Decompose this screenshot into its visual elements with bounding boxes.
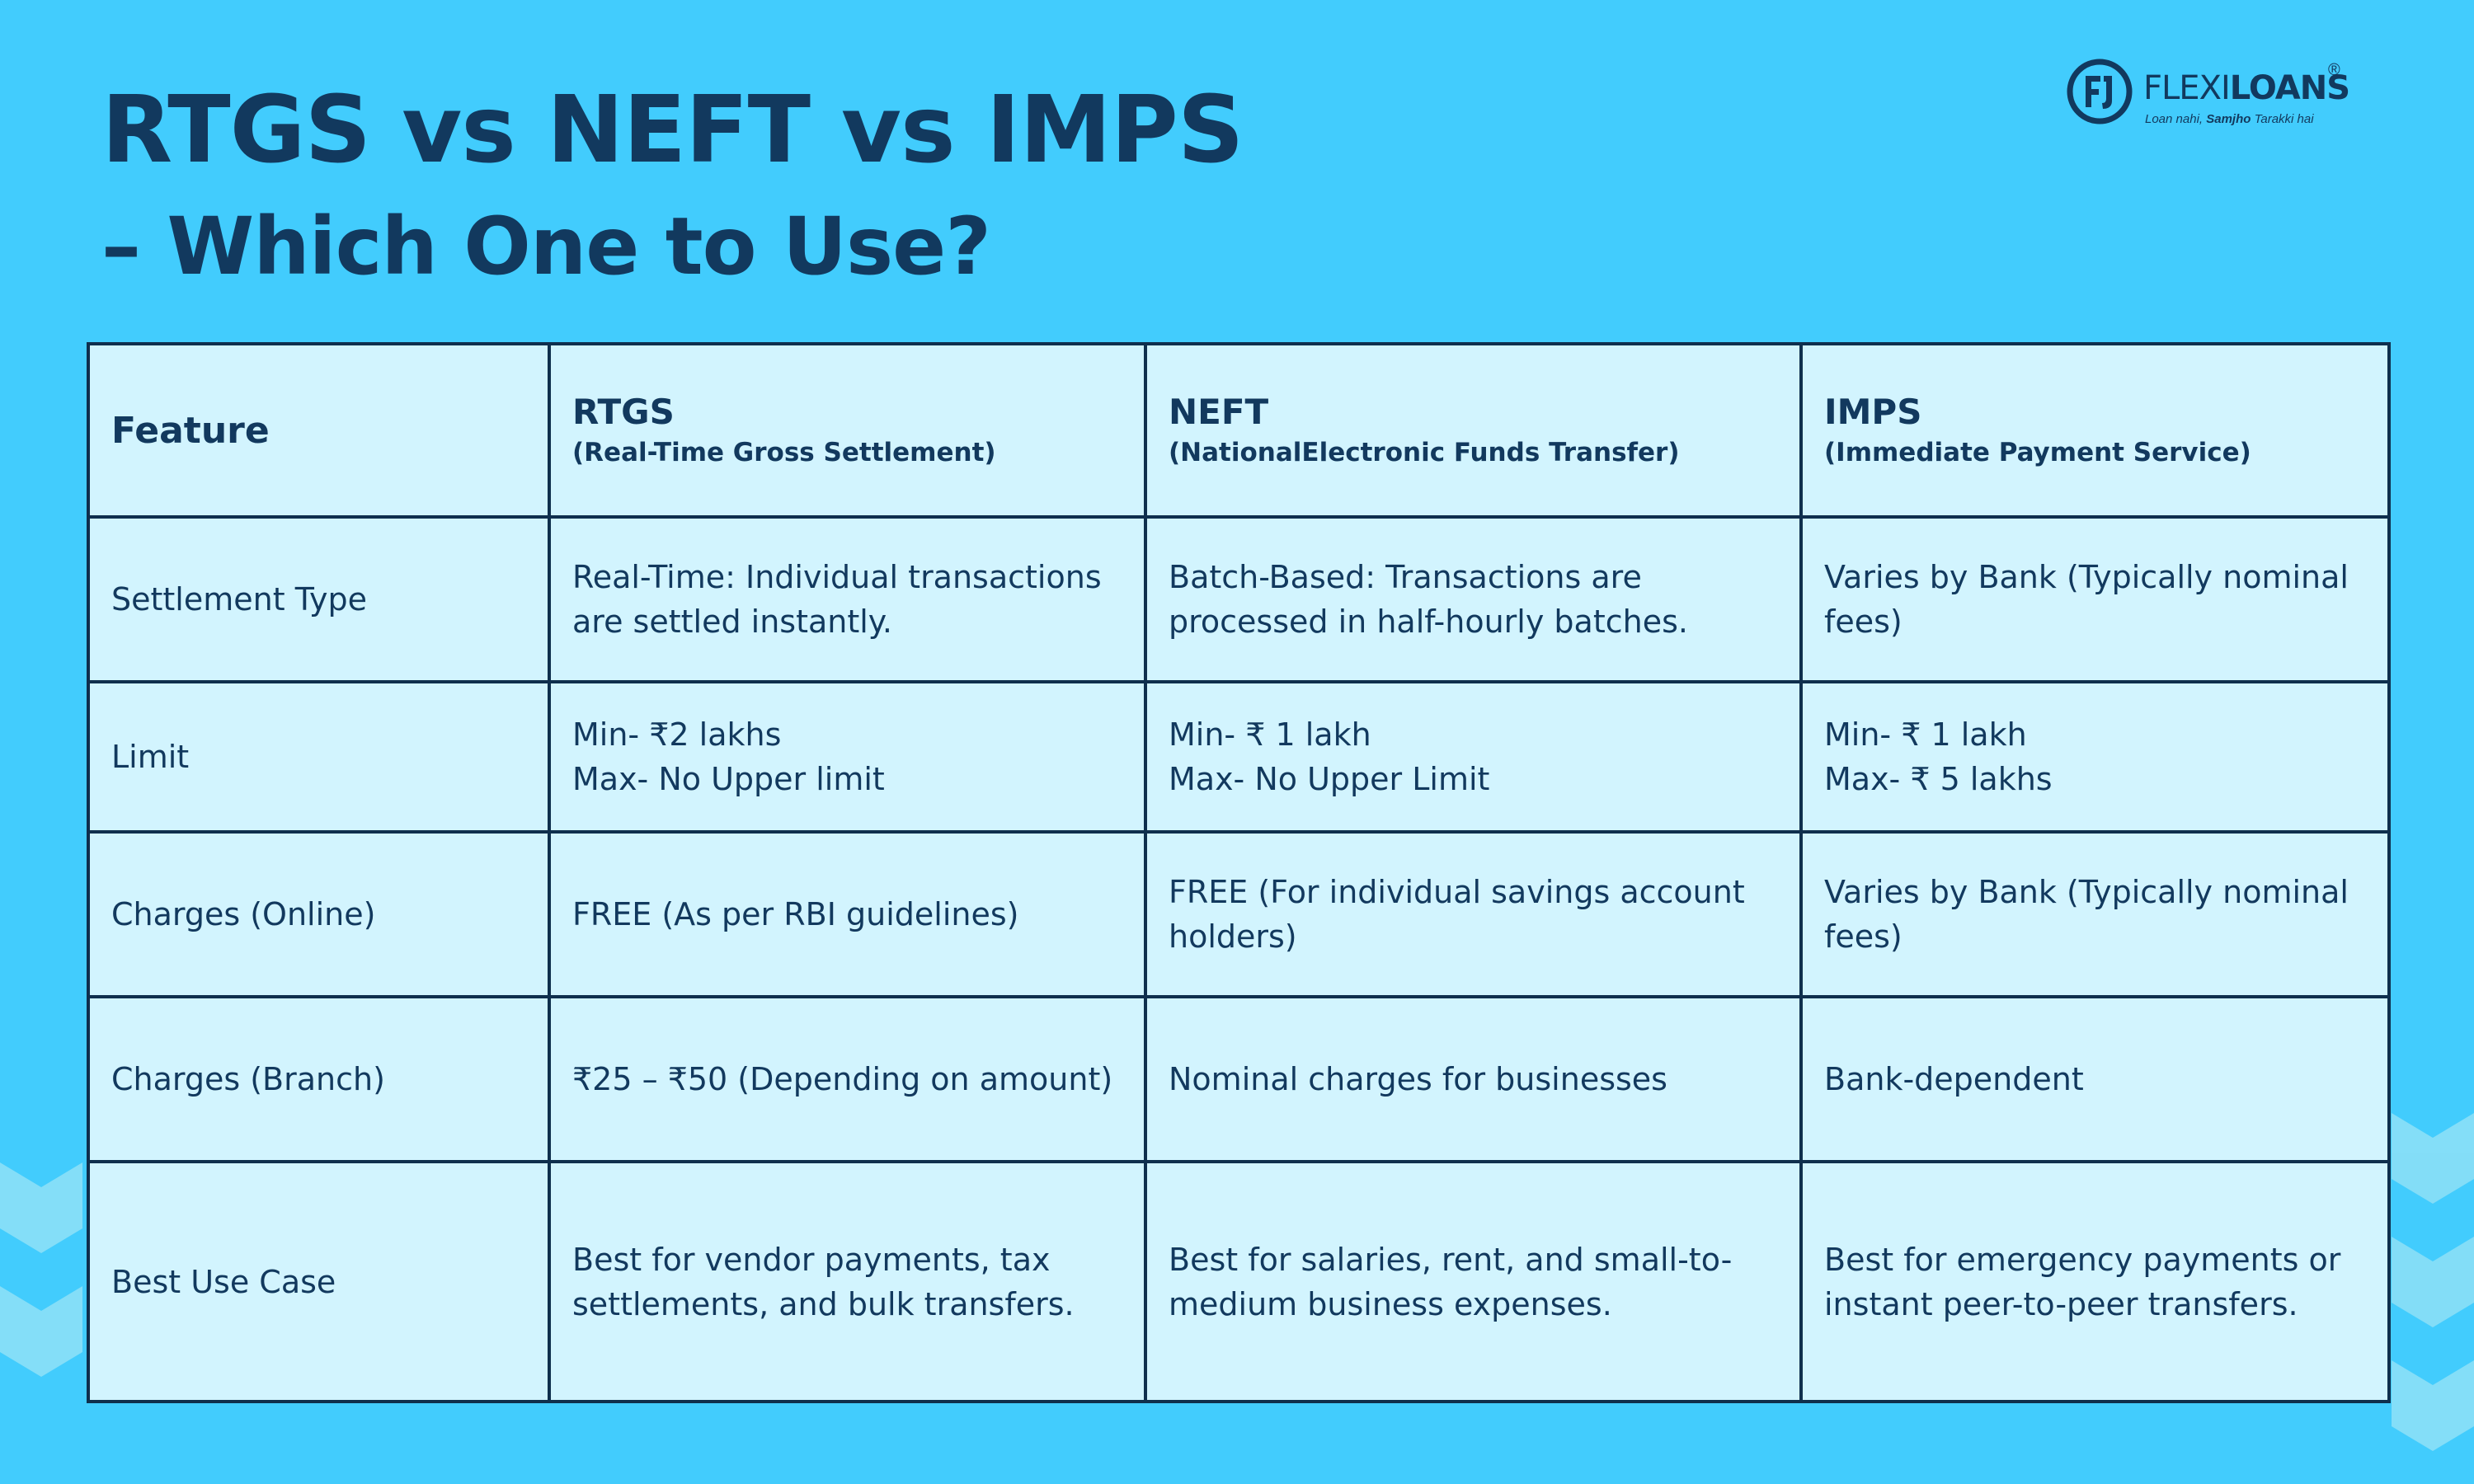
neft-cell: Nominal charges for businesses xyxy=(1144,995,1803,1163)
rtgs-cell: ₹25 – ₹50 (Depending on amount) xyxy=(548,995,1147,1163)
neft-cell: FREE (For individual savings account hol… xyxy=(1144,830,1803,998)
title-line-2: – Which One to Use? xyxy=(101,200,991,293)
header-rtgs: RTGS (Real-Time Gross Settlement) xyxy=(548,342,1147,519)
row-feature-cell: Limit xyxy=(87,680,551,834)
comparison-table-wrapper: Feature RTGS (Real-Time Gross Settlement… xyxy=(87,342,2391,1403)
rtgs-cell: Real-Time: Individual transactions are s… xyxy=(548,515,1147,683)
imps-cell: Varies by Bank (Typically nominal fees) xyxy=(1799,515,2391,683)
imps-cell: Bank-dependent xyxy=(1799,995,2391,1163)
row-feature-cell: Settlement Type xyxy=(87,515,551,683)
header-neft: NEFT (NationalElectronic Funds Transfer) xyxy=(1144,342,1803,519)
table-row: Charges (Branch) ₹25 – ₹50 (Depending on… xyxy=(87,995,2391,1163)
row-feature-cell: Best Use Case xyxy=(87,1160,551,1403)
header-imps: IMPS (Immediate Payment Service) xyxy=(1799,342,2391,519)
imps-cell: Min- ₹ 1 lakh Max- ₹ 5 lakhs xyxy=(1799,680,2391,834)
logo-wordmark: FLEXILOANS xyxy=(2143,69,2350,107)
table-row: Best Use Case Best for vendor payments, … xyxy=(87,1160,2391,1403)
registered-mark: ® xyxy=(2328,61,2340,79)
neft-cell: Min- ₹ 1 lakh Max- No Upper Limit xyxy=(1144,680,1803,834)
imps-cell: Best for emergency payments or instant p… xyxy=(1799,1160,2391,1403)
rtgs-cell: Best for vendor payments, tax settlement… xyxy=(548,1160,1147,1403)
logo-mark-icon xyxy=(2067,59,2133,124)
table-row: Settlement Type Real-Time: Individual tr… xyxy=(87,515,2391,683)
title-line-1: RTGS vs NEFT vs IMPS xyxy=(101,77,1244,184)
table-header-row: Feature RTGS (Real-Time Gross Settlement… xyxy=(87,342,2391,519)
row-feature-cell: Charges (Branch) xyxy=(87,995,551,1163)
comparison-table: Feature RTGS (Real-Time Gross Settlement… xyxy=(87,342,2391,1403)
imps-cell: Varies by Bank (Typically nominal fees) xyxy=(1799,830,2391,998)
rtgs-cell: FREE (As per RBI guidelines) xyxy=(548,830,1147,998)
table-row: Charges (Online) FREE (As per RBI guidel… xyxy=(87,830,2391,998)
logo-tagline: Loan nahi, Samjho Tarakki hai xyxy=(2145,112,2314,126)
neft-cell: Best for salaries, rent, and small-to- m… xyxy=(1144,1160,1803,1403)
table-row: Limit Min- ₹2 lakhs Max- No Upper limit … xyxy=(87,680,2391,834)
row-feature-cell: Charges (Online) xyxy=(87,830,551,998)
neft-cell: Batch-Based: Transactions are processed … xyxy=(1144,515,1803,683)
rtgs-cell: Min- ₹2 lakhs Max- No Upper limit xyxy=(548,680,1147,834)
page-title: RTGS vs NEFT vs IMPS – Which One to Use? xyxy=(101,73,1244,300)
flexiloans-logo: FLEXILOANS ® Loan nahi, Samjho Tarakki h… xyxy=(2066,56,2350,135)
header-feature: Feature xyxy=(87,342,551,519)
